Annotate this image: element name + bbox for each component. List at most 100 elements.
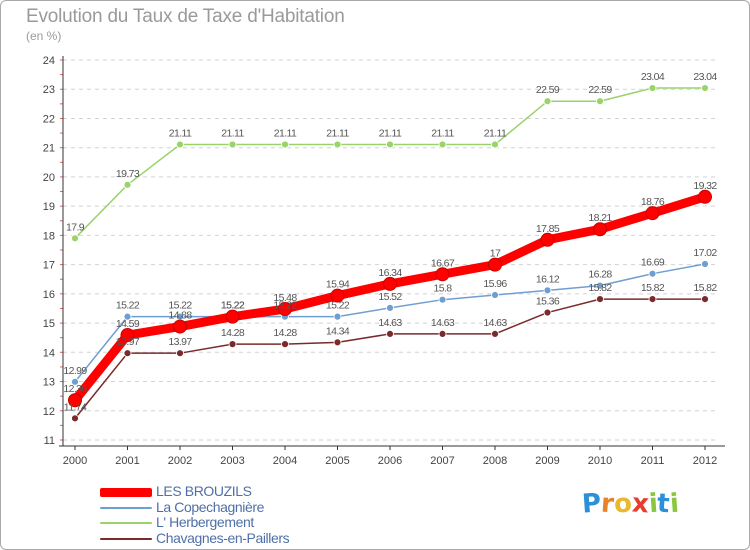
data-label: 17.9	[66, 221, 85, 233]
data-point	[543, 97, 552, 106]
data-point	[333, 312, 342, 321]
data-label: 13.97	[168, 336, 192, 348]
x-tick-label: 2003	[220, 455, 244, 467]
legend-swatch	[100, 537, 152, 540]
data-label: 14.28	[273, 327, 297, 339]
data-label: 16.28	[588, 269, 612, 281]
data-label: 15.52	[378, 291, 402, 303]
data-label: 16.69	[641, 257, 665, 269]
data-point	[701, 295, 709, 304]
data-label: 21.11	[379, 127, 402, 139]
y-tick-label: 12	[43, 406, 55, 418]
data-point	[383, 276, 397, 291]
data-label: 23.04	[693, 71, 717, 83]
x-tick-label: 2000	[63, 455, 87, 467]
y-tick-label: 22	[43, 113, 55, 125]
data-label: 14.28	[221, 327, 245, 339]
data-point	[386, 140, 394, 149]
data-label: 14.63	[378, 317, 402, 329]
data-label: 15.22	[326, 300, 350, 312]
data-label: 16.67	[431, 257, 455, 269]
legend-label: L' Herbergement	[156, 514, 254, 530]
y-tick-label: 20	[43, 172, 55, 184]
y-tick-label: 16	[43, 289, 55, 301]
data-point	[281, 340, 289, 349]
data-label: 22.59	[588, 84, 612, 96]
data-point	[698, 189, 712, 204]
data-point	[120, 328, 135, 343]
y-tick-label: 13	[43, 377, 55, 389]
data-label: 12.99	[63, 365, 87, 377]
x-tick-label: 2007	[430, 455, 454, 467]
data-label: 15.22	[116, 300, 140, 312]
data-point	[596, 281, 604, 290]
x-tick-label: 2009	[535, 455, 559, 467]
x-tick-label: 2008	[483, 455, 507, 467]
data-point	[488, 257, 502, 272]
x-tick-label: 2011	[641, 455, 665, 467]
data-point	[435, 267, 450, 282]
legend-swatch	[100, 522, 152, 524]
chart-title: Evolution du Taux de Taxe d'Habitation	[26, 6, 345, 27]
data-label: 17.85	[536, 223, 560, 235]
y-tick-label: 11	[44, 435, 55, 447]
data-label: 17.02	[693, 247, 717, 259]
data-point	[438, 329, 447, 338]
data-point	[123, 180, 132, 189]
legend-swatch	[100, 487, 152, 497]
data-point	[330, 288, 345, 303]
data-label: 21.11	[221, 127, 244, 139]
data-point	[648, 269, 657, 278]
data-label: 15.96	[483, 278, 507, 290]
data-label: 17	[490, 248, 501, 260]
data-point	[333, 140, 342, 149]
data-label: 21.11	[169, 127, 192, 139]
data-point	[386, 303, 394, 312]
data-point	[491, 291, 499, 299]
y-tick-label: 24	[43, 55, 55, 67]
data-label: 21.11	[431, 127, 454, 139]
proxiti-logo: Proxiti	[581, 488, 680, 519]
data-point	[491, 140, 499, 149]
data-point	[176, 349, 184, 358]
y-tick-label: 21	[43, 143, 55, 155]
data-label: 14.34	[326, 325, 350, 337]
data-label: 15.8	[433, 283, 452, 295]
data-point	[593, 222, 607, 237]
data-label: 11.74	[64, 401, 87, 413]
data-point	[71, 234, 79, 243]
data-point	[543, 308, 552, 317]
data-label: 15.82	[588, 282, 612, 294]
data-label: 16.34	[378, 267, 402, 279]
data-point	[176, 140, 184, 149]
data-label: 15.22	[168, 300, 192, 312]
data-point	[71, 377, 79, 386]
data-point	[68, 393, 82, 408]
legend-label: LES BROUZILS	[156, 483, 252, 499]
data-point	[491, 329, 499, 338]
data-label: 23.04	[641, 71, 665, 83]
data-label: 18.76	[641, 196, 665, 208]
y-tick-label: 18	[43, 230, 55, 242]
data-point	[540, 232, 555, 247]
data-label: 22.59	[536, 84, 560, 96]
x-tick-label: 2010	[588, 455, 612, 467]
data-point	[701, 260, 709, 268]
data-label: 16.12	[536, 273, 560, 285]
data-point	[228, 140, 237, 149]
data-point	[225, 309, 240, 324]
data-label: 18.21	[588, 212, 612, 224]
data-label: 14.63	[431, 317, 455, 329]
y-tick-label: 14	[43, 347, 55, 359]
data-point	[123, 312, 132, 321]
data-label: 12.36	[63, 383, 87, 395]
data-label: 14.59	[116, 318, 140, 330]
data-label: 15.82	[693, 282, 717, 294]
data-point	[438, 295, 447, 304]
x-tick-label: 2012	[693, 455, 717, 467]
data-point	[645, 206, 660, 221]
data-point	[648, 84, 657, 92]
data-point	[543, 286, 552, 295]
